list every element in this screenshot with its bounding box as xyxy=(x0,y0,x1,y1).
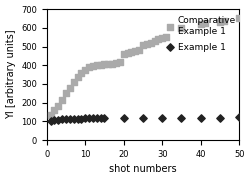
Example 1 xyxy=(72,117,76,120)
Comparative
Example 1 xyxy=(122,53,126,55)
Example 1 xyxy=(95,117,99,120)
Comparative
Example 1 xyxy=(83,68,87,71)
Example 1 xyxy=(87,117,91,120)
Comparative
Example 1 xyxy=(60,98,64,101)
Example 1 xyxy=(52,119,56,122)
Example 1 xyxy=(60,118,64,121)
Comparative
Example 1 xyxy=(98,64,102,67)
Example 1 xyxy=(180,116,184,119)
Comparative
Example 1 xyxy=(118,61,122,64)
X-axis label: shot numbers: shot numbers xyxy=(109,165,177,174)
Example 1 xyxy=(76,117,80,120)
Comparative
Example 1 xyxy=(218,21,222,24)
Comparative
Example 1 xyxy=(202,22,206,24)
Comparative
Example 1 xyxy=(76,76,80,79)
Example 1 xyxy=(64,118,68,120)
Comparative
Example 1 xyxy=(199,23,203,26)
Comparative
Example 1 xyxy=(164,36,168,39)
Example 1 xyxy=(98,117,102,120)
Comparative
Example 1 xyxy=(222,20,226,23)
Example 1 xyxy=(141,117,145,120)
Comparative
Example 1 xyxy=(156,38,160,40)
Comparative
Example 1 xyxy=(133,50,137,53)
Comparative
Example 1 xyxy=(160,37,164,40)
Comparative
Example 1 xyxy=(87,66,91,69)
Comparative
Example 1 xyxy=(72,81,76,84)
Example 1 xyxy=(122,117,126,120)
Comparative
Example 1 xyxy=(95,64,99,67)
Comparative
Example 1 xyxy=(237,17,241,20)
Example 1 xyxy=(91,117,95,120)
Comparative
Example 1 xyxy=(48,113,52,116)
Example 1 xyxy=(237,116,241,119)
Comparative
Example 1 xyxy=(149,41,153,44)
Comparative
Example 1 xyxy=(91,65,95,68)
Comparative
Example 1 xyxy=(141,43,145,46)
Comparative
Example 1 xyxy=(145,42,149,45)
Example 1 xyxy=(48,120,52,123)
Comparative
Example 1 xyxy=(79,71,83,74)
Example 1 xyxy=(79,117,83,120)
Comparative
Example 1 xyxy=(114,62,118,65)
Example 1 xyxy=(102,117,106,120)
Example 1 xyxy=(68,117,72,120)
Example 1 xyxy=(199,116,203,119)
Example 1 xyxy=(160,116,164,119)
Comparative
Example 1 xyxy=(180,26,184,29)
Comparative
Example 1 xyxy=(137,49,141,52)
Comparative
Example 1 xyxy=(106,63,110,66)
Comparative
Example 1 xyxy=(126,52,130,55)
Legend: Comparative
Example 1, Example 1: Comparative Example 1, Example 1 xyxy=(167,16,236,52)
Comparative
Example 1 xyxy=(102,63,106,66)
Comparative
Example 1 xyxy=(64,92,68,95)
Y-axis label: YI [arbitrary units]: YI [arbitrary units] xyxy=(6,30,16,119)
Example 1 xyxy=(218,116,222,119)
Example 1 xyxy=(56,118,60,121)
Example 1 xyxy=(83,117,87,120)
Comparative
Example 1 xyxy=(56,104,60,107)
Comparative
Example 1 xyxy=(110,62,114,65)
Comparative
Example 1 xyxy=(68,86,72,89)
Comparative
Example 1 xyxy=(52,109,56,112)
Comparative
Example 1 xyxy=(130,51,134,54)
Comparative
Example 1 xyxy=(152,39,156,42)
